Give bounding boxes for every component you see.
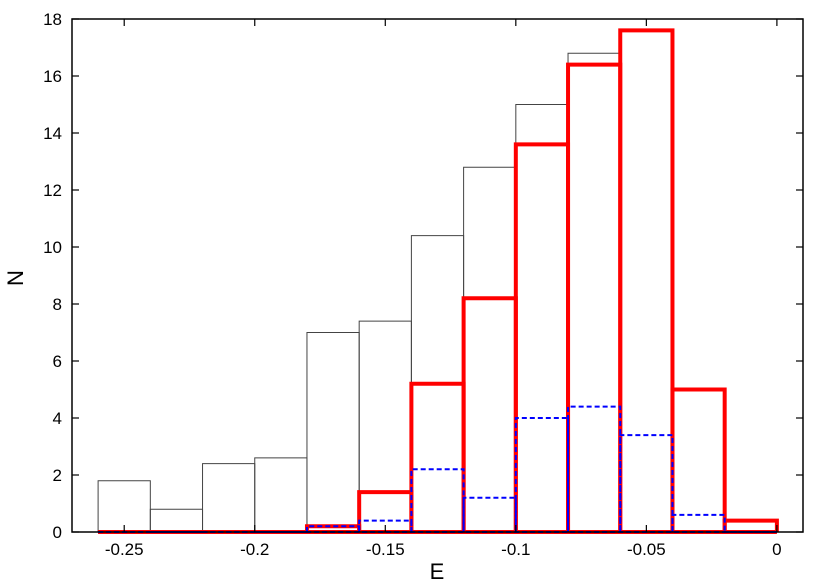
histogram-bin — [149, 508, 204, 532]
histogram-bin — [515, 104, 569, 532]
y-tick-label: 10 — [43, 238, 62, 257]
x-axis-label: E — [430, 559, 445, 581]
y-axis-ticks: 0 2 4 6 8 10 12 14 16 18 — [43, 10, 803, 542]
plot-frame — [71, 18, 804, 533]
series-red-thick-histogram — [98, 28, 779, 534]
x-axis-ticks: -0.25 -0.2 -0.15 -0.1 -0.05 0 — [105, 19, 782, 559]
histogram-bin — [619, 434, 674, 532]
histogram-bin — [618, 28, 675, 532]
y-tick-label: 8 — [53, 295, 62, 314]
histogram-bin — [567, 52, 621, 532]
series-blue-dashed-histogram — [98, 405, 777, 533]
y-tick-label: 16 — [43, 67, 62, 86]
histogram-bin — [358, 320, 412, 532]
series-black-thin-histogram — [97, 52, 621, 533]
histogram-bin — [671, 513, 726, 532]
histogram-bin — [410, 468, 465, 532]
y-tick-label: 0 — [53, 523, 62, 542]
x-tick-label: -0.25 — [105, 540, 144, 559]
histogram-bin — [462, 496, 517, 532]
histogram-bin — [306, 332, 360, 532]
y-tick-label: 2 — [53, 466, 62, 485]
histogram-bin — [463, 166, 517, 532]
histogram-bin — [567, 405, 622, 532]
y-tick-label: 6 — [53, 352, 62, 371]
histogram-bin — [254, 457, 308, 532]
x-tick-label: -0.1 — [501, 540, 530, 559]
x-tick-label: -0.15 — [366, 540, 405, 559]
x-tick-label: 0 — [772, 540, 781, 559]
histogram-bin — [513, 142, 571, 532]
histogram-bin — [97, 480, 151, 532]
histogram-series — [97, 28, 779, 534]
histogram-bin — [566, 62, 623, 532]
histogram-bin — [202, 463, 256, 532]
histogram-bin — [409, 381, 466, 532]
y-tick-label: 12 — [43, 181, 62, 200]
y-tick-label: 14 — [43, 124, 62, 143]
y-tick-label: 18 — [43, 10, 62, 29]
y-tick-label: 4 — [53, 409, 62, 428]
x-tick-label: -0.2 — [240, 540, 269, 559]
histogram-bin — [514, 417, 570, 532]
y-axis-label: N — [3, 270, 28, 286]
histogram-bin — [670, 387, 727, 532]
x-tick-label: -0.05 — [627, 540, 666, 559]
